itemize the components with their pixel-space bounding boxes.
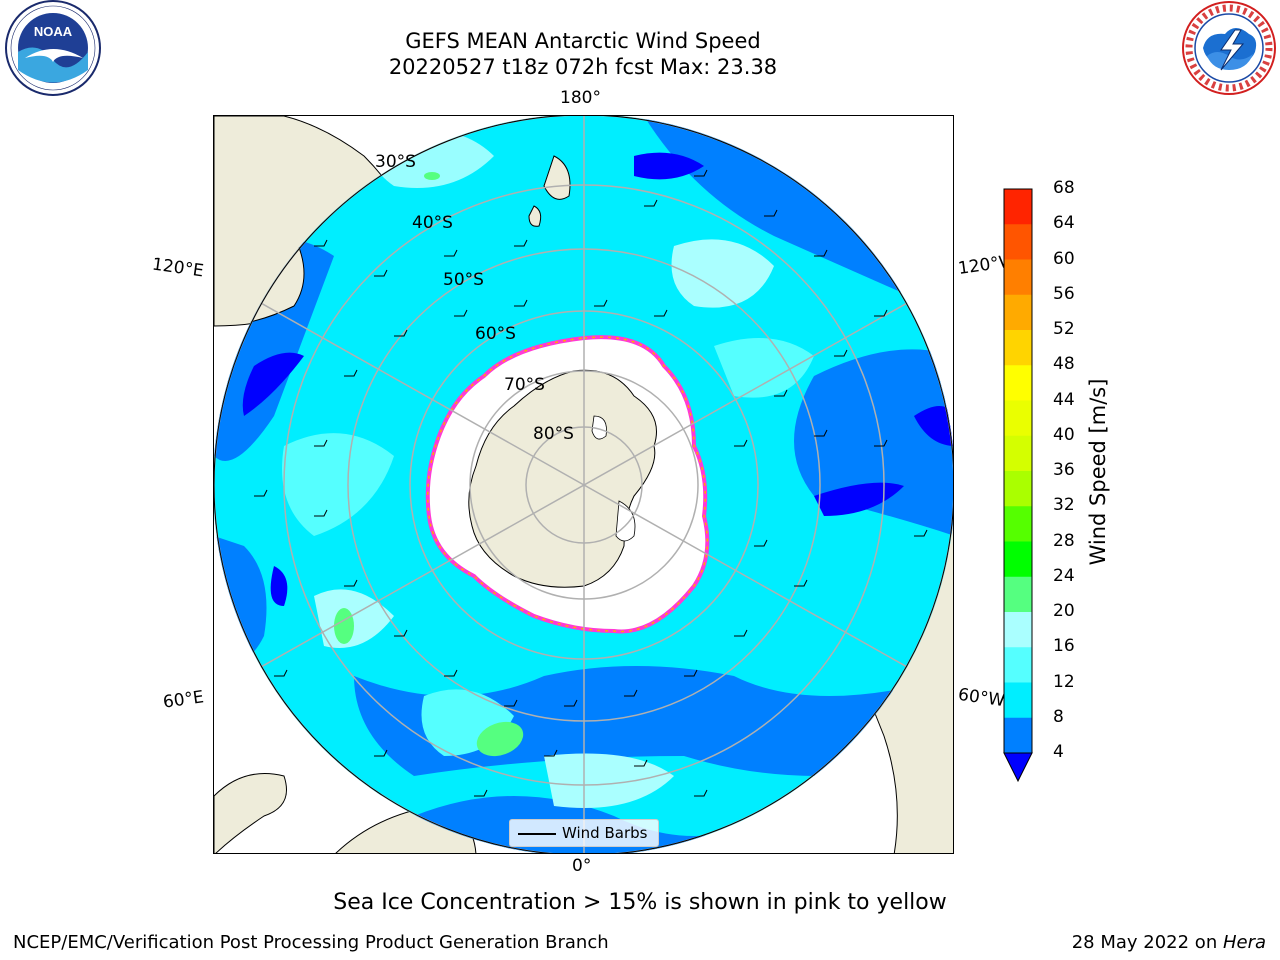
colorbar-cell bbox=[1004, 435, 1032, 472]
colorbar-title: Wind Speed [m/s] bbox=[1086, 378, 1110, 566]
footer-date-text: 28 May 2022 on bbox=[1071, 932, 1223, 953]
lat-label-70s: 70°S bbox=[504, 375, 545, 395]
colorbar-cell bbox=[1004, 506, 1032, 542]
colorbar-cell bbox=[1004, 541, 1032, 578]
colorbar-tick-label: 56 bbox=[1053, 283, 1075, 304]
legend-label: Wind Barbs bbox=[562, 824, 648, 842]
national-weather-service-logo bbox=[1182, 1, 1276, 95]
lat-label-30s: 30°S bbox=[375, 152, 416, 172]
lon-label-60w: 60°W bbox=[956, 684, 1007, 712]
lon-label-120e: 120°E bbox=[150, 254, 205, 282]
colorbar-tick-label: 64 bbox=[1053, 213, 1075, 234]
footer-date: 28 May 2022 on Hera bbox=[1072, 932, 1266, 953]
lat-label-80s: 80°S bbox=[533, 424, 574, 444]
colorbar-tick-label: 4 bbox=[1053, 742, 1064, 762]
colorbar-cell bbox=[1004, 647, 1032, 683]
colorbar-tick-label: 28 bbox=[1053, 530, 1075, 551]
graticule bbox=[214, 116, 953, 853]
colorbar-tick-label: 12 bbox=[1053, 671, 1075, 692]
lon-label-180: 180° bbox=[560, 88, 601, 108]
lat-label-50s: 50°S bbox=[443, 270, 484, 290]
wind-barbs bbox=[254, 169, 928, 797]
colorbar-cell bbox=[1004, 294, 1032, 331]
colorbar-tick-label: 68 bbox=[1053, 178, 1075, 198]
colorbar-tick-label: 36 bbox=[1053, 460, 1075, 480]
caption: Sea Ice Concentration > 15% is shown in … bbox=[333, 890, 947, 915]
colorbar-cell bbox=[1004, 717, 1032, 754]
noaa-logo: NOAA bbox=[5, 0, 101, 96]
colorbar-tick-label: 48 bbox=[1053, 354, 1075, 375]
colorbar bbox=[1003, 188, 1033, 783]
colorbar-tick-label: 8 bbox=[1053, 706, 1064, 727]
colorbar-tick-label: 16 bbox=[1053, 636, 1075, 657]
wind-field bbox=[214, 116, 953, 853]
footer-credit: NCEP/EMC/Verification Post Processing Pr… bbox=[13, 932, 609, 953]
wind-barb-legend-line bbox=[518, 833, 556, 835]
colorbar-tick-label: 32 bbox=[1053, 495, 1075, 516]
colorbar-tick-label: 44 bbox=[1053, 389, 1075, 410]
colorbar-cell bbox=[1004, 471, 1032, 507]
colorbar-tick-label: 40 bbox=[1053, 424, 1075, 445]
colorbar-cell bbox=[1004, 330, 1032, 366]
svg-text:NOAA: NOAA bbox=[34, 24, 73, 39]
chart-subtitle: 20220527 t18z 072h fcst Max: 23.38 bbox=[388, 55, 778, 79]
colorbar-tick-label: 60 bbox=[1053, 248, 1075, 269]
colorbar-cell bbox=[1004, 224, 1032, 260]
colorbar-cell bbox=[1004, 576, 1032, 613]
chart-title: GEFS MEAN Antarctic Wind Speed bbox=[405, 29, 761, 53]
lat-label-60s: 60°S bbox=[475, 324, 516, 344]
colorbar-extend-arrow bbox=[1003, 752, 1033, 783]
colorbar-tick-label: 20 bbox=[1053, 601, 1075, 621]
map-legend: Wind Barbs bbox=[509, 819, 659, 847]
colorbar-cell bbox=[1004, 259, 1032, 296]
colorbar-cells bbox=[1004, 189, 1032, 754]
lon-label-0: 0° bbox=[572, 856, 592, 876]
lon-label-60e: 60°E bbox=[161, 687, 206, 713]
colorbar-cell bbox=[1004, 400, 1032, 437]
colorbar-cell bbox=[1004, 365, 1032, 401]
wind-speed-map bbox=[214, 116, 953, 853]
colorbar-cell bbox=[1004, 189, 1032, 225]
colorbar-tick-label: 24 bbox=[1053, 565, 1075, 586]
colorbar-tick-label: 52 bbox=[1053, 319, 1075, 339]
polar-map: Wind Barbs bbox=[213, 115, 954, 854]
footer-machine: Hera bbox=[1222, 932, 1266, 953]
colorbar-cell bbox=[1004, 682, 1032, 719]
colorbar-cell bbox=[1004, 612, 1032, 648]
lat-label-40s: 40°S bbox=[412, 213, 453, 233]
